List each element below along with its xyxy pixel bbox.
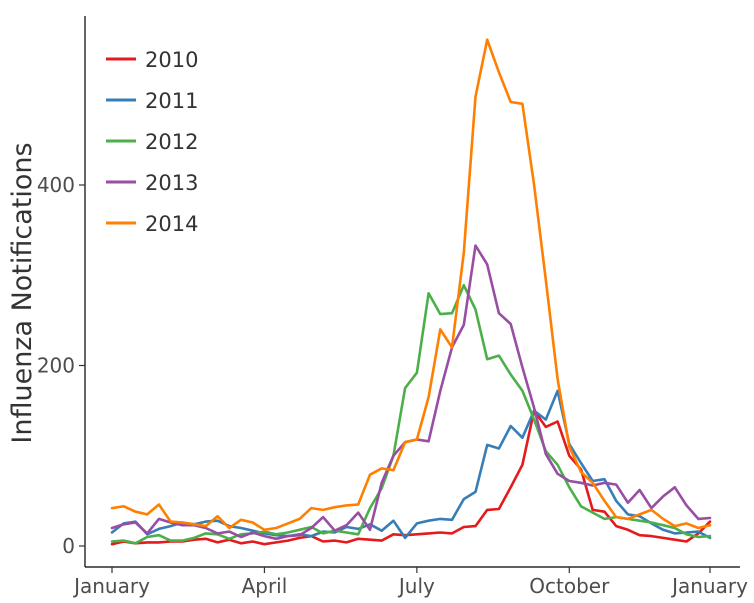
series-group	[110, 38, 712, 546]
x-tick-label: January	[72, 574, 150, 598]
legend-label-2011: 2011	[145, 89, 198, 113]
y-tick-label: 0	[62, 534, 75, 558]
series-line-2012	[110, 283, 712, 545]
x-ticks: January April July October January	[72, 567, 748, 598]
legend-label-2013: 2013	[145, 171, 198, 195]
legend: 2010 2011 2012 2013 2014	[106, 48, 198, 236]
x-tick-label: April	[242, 574, 288, 598]
y-tick-label: 400	[37, 173, 75, 197]
series-line-2011	[110, 389, 712, 540]
y-axis-title: Influenza Notifications	[7, 142, 38, 443]
y-ticks: 0 200 400	[37, 173, 85, 558]
y-tick-label: 200	[37, 354, 75, 378]
x-tick-label: July	[397, 574, 435, 598]
axes	[84, 16, 740, 568]
series-line-2014	[110, 38, 712, 532]
x-tick-label: October	[529, 574, 610, 598]
legend-label-2014: 2014	[145, 212, 198, 236]
legend-label-2012: 2012	[145, 130, 198, 154]
series-line-2013	[110, 244, 712, 541]
x-tick-label: January	[670, 574, 748, 598]
legend-label-2010: 2010	[145, 48, 198, 72]
